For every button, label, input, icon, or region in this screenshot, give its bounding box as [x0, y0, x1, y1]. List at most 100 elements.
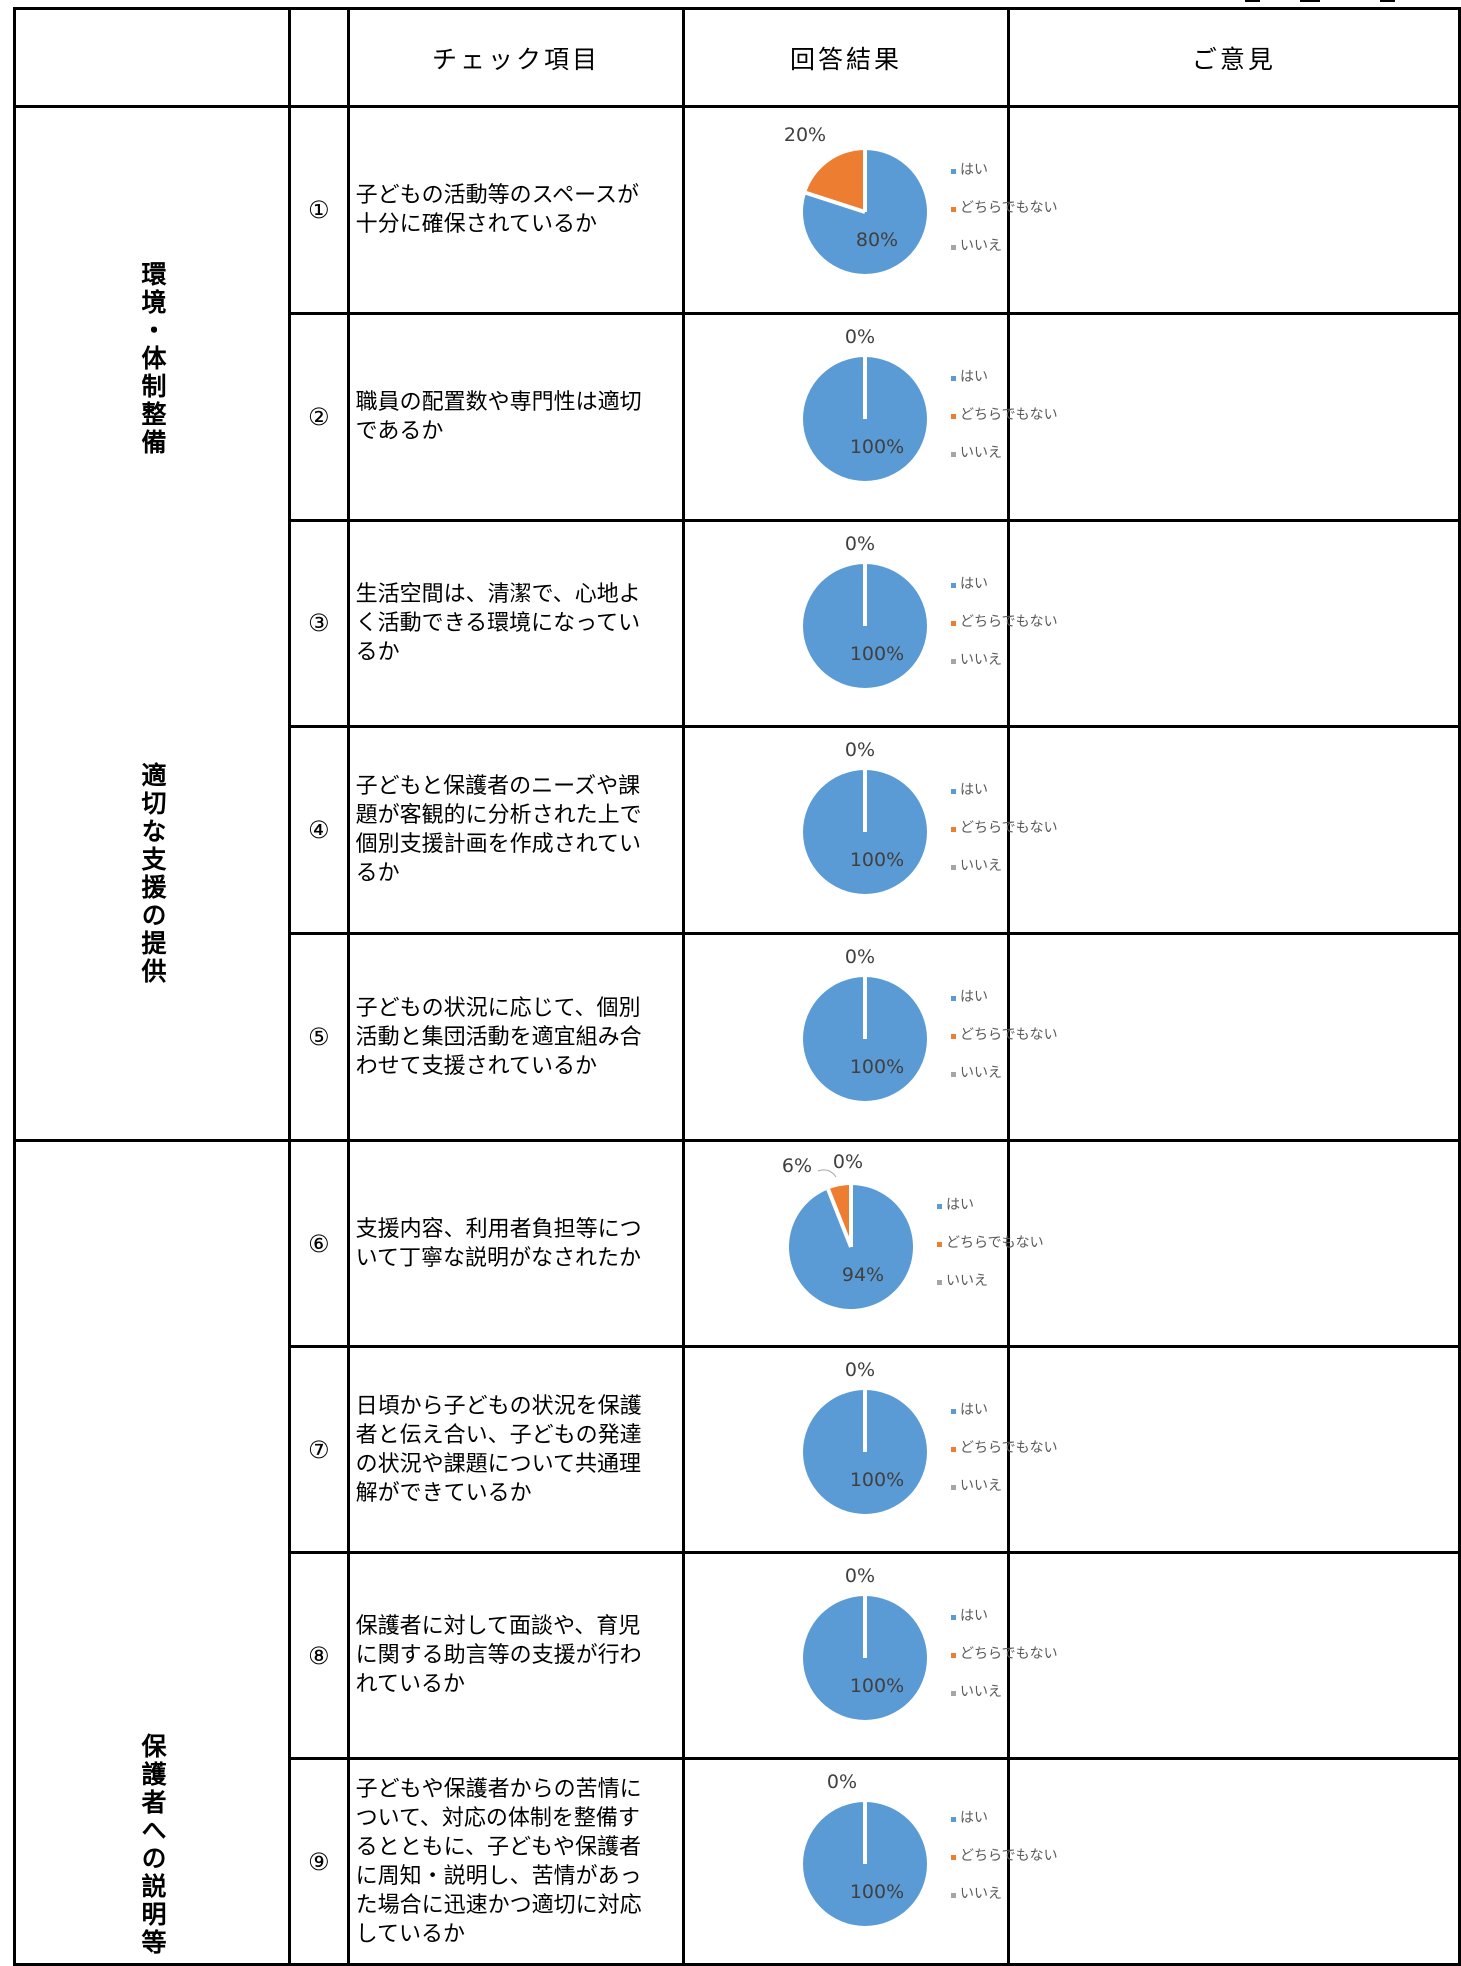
- legend-swatch: [951, 582, 957, 588]
- legend-swatch: [951, 413, 957, 419]
- legend-swatch: [951, 658, 957, 664]
- legend-swatch: [951, 375, 957, 381]
- data-label: 100%: [850, 849, 904, 871]
- data-label: 94%: [842, 1264, 884, 1286]
- category-label: 保護者への説明等: [138, 1733, 167, 1957]
- header-check-item: チェック項目: [346, 7, 686, 108]
- data-label: 0%: [845, 1565, 875, 1587]
- legend-label: いいえ: [960, 1478, 1002, 1494]
- legend-label: いいえ: [946, 1273, 988, 1289]
- table-row: ⑤ 子どもの状況に応じて、個別活動と集団活動を適宜組み合わせて支援されているか …: [15, 932, 1461, 1142]
- category-label: 環境・体制整備: [138, 260, 167, 457]
- data-label: 20%: [784, 124, 826, 146]
- header-result: 回答結果: [682, 7, 1010, 108]
- legend-swatch: [951, 1615, 957, 1620]
- check-item-text: 保護者に対して面談や、育児に関する助言等の支援が行われているか: [346, 1551, 686, 1760]
- data-label: 100%: [850, 1056, 904, 1078]
- data-label: 80%: [856, 229, 898, 251]
- legend-label: いいえ: [960, 652, 1002, 668]
- legend-swatch: [951, 865, 957, 871]
- legend-label: どちらでもない: [960, 1848, 1058, 1864]
- result-chart-cell: 100% 0% はい どちらでもない いいえ: [682, 725, 1058, 936]
- opinion-cell[interactable]: [1006, 1345, 1461, 1554]
- top-border-fragment: [1245, 0, 1260, 2]
- legend-label: どちらでもない: [960, 407, 1058, 423]
- check-item-text: 子どもの活動等のスペースが十分に確保されているか: [346, 105, 686, 315]
- check-item-text: 生活空間は、清潔で、心地よく活動できる環境になっているか: [346, 518, 686, 729]
- data-label: 0%: [833, 1151, 863, 1173]
- check-item-text: 支援内容、利用者負担等について丁寧な説明がなされたか: [346, 1139, 686, 1348]
- check-item-text: 職員の配置数や専門性は適切であるか: [346, 311, 686, 522]
- data-label: 0%: [845, 533, 875, 555]
- opinion-cell[interactable]: [1006, 518, 1461, 729]
- item-number: ①: [288, 105, 350, 315]
- legend-swatch: [951, 1817, 957, 1822]
- legend-swatch: [951, 827, 957, 833]
- legend-label: どちらでもない: [960, 200, 1058, 216]
- item-number: ③: [288, 518, 350, 729]
- header-row: チェック項目 回答結果 ご意見: [13, 7, 1461, 108]
- legend-label: はい: [960, 576, 988, 592]
- slice-separator: [805, 190, 866, 214]
- opinion-cell[interactable]: [1006, 311, 1461, 522]
- table-row: ⑨ 子どもや保護者からの苦情について、対応の体制を整備するとともに、子どもや保護…: [15, 1757, 1461, 1966]
- opinion-cell[interactable]: [1006, 1139, 1461, 1348]
- legend-label: はい: [960, 1402, 988, 1418]
- legend-label: いいえ: [960, 1065, 1002, 1081]
- data-label: 100%: [850, 1675, 904, 1697]
- legend-swatch: [951, 1447, 957, 1452]
- header-opinion: ご意見: [1006, 7, 1461, 108]
- legend-swatch: [951, 1034, 957, 1040]
- legend-swatch: [951, 1855, 957, 1860]
- table-row: ⑧ 保護者に対して面談や、育児に関する助言等の支援が行われているか 100% 0%…: [15, 1551, 1461, 1760]
- legend-swatch: [951, 789, 957, 795]
- legend-swatch: [951, 996, 957, 1002]
- opinion-cell[interactable]: [1006, 932, 1461, 1142]
- legend-swatch: [951, 1893, 957, 1898]
- legend-label: どちらでもない: [960, 1440, 1058, 1456]
- slice-separator: [826, 1188, 854, 1248]
- item-number: ⑦: [288, 1345, 350, 1554]
- data-label: 100%: [850, 436, 904, 458]
- table-row: ③ 生活空間は、清潔で、心地よく活動できる環境になっているか 100% 0% はいど…: [15, 518, 1461, 729]
- legend-label: どちらでもない: [960, 614, 1058, 630]
- category-cell: 環境・体制整備 適切な支援の提供: [13, 105, 291, 1142]
- opinion-cell[interactable]: [1006, 105, 1461, 315]
- result-chart-cell: 100% 0% はい どちらでもない いいえ: [682, 1345, 1058, 1554]
- legend-swatch: [951, 1653, 957, 1658]
- item-number: ⑨: [288, 1757, 350, 1966]
- legend-label: はい: [960, 369, 988, 385]
- header-category-blank: [13, 7, 291, 108]
- check-item-text: 子どもや保護者からの苦情について、対応の体制を整備するとともに、子どもや保護者に…: [346, 1757, 686, 1966]
- data-label: 0%: [845, 946, 875, 968]
- table-row: 環境・体制整備 適切な支援の提供 ① 子どもの活動等のスペースが十分に確保されて…: [13, 105, 1461, 1142]
- legend-label: はい: [960, 989, 988, 1005]
- opinion-cell[interactable]: [1006, 1551, 1461, 1760]
- legend-swatch: [951, 207, 957, 212]
- item-number: ②: [288, 311, 350, 522]
- result-chart-cell: 80% 20% はい どちらでもない いいえ: [682, 105, 1058, 315]
- top-border-fragment: [1300, 0, 1320, 2]
- check-item-text: 子どもと保護者のニーズや課題が客観的に分析された上で個別支援計画を作成されている…: [346, 725, 686, 936]
- legend-label: はい: [946, 1197, 974, 1213]
- category-cell: 保護者への説明等: [13, 1139, 291, 1966]
- legend-label: どちらでもない: [960, 820, 1058, 836]
- result-chart-cell: 100% 0% はいどちらでもない いいえ: [682, 518, 1058, 729]
- header-number-blank: [288, 7, 350, 108]
- data-label: 0%: [827, 1771, 857, 1793]
- item-number: ⑥: [288, 1139, 350, 1348]
- data-label: 100%: [850, 1881, 904, 1903]
- survey-table: チェック項目 回答結果 ご意見 環境・体制整備 適切な支援の提供 ① 子どもの活…: [13, 7, 1461, 1966]
- opinion-cell[interactable]: [1006, 1757, 1461, 1966]
- data-label: 0%: [845, 1359, 875, 1381]
- legend-swatch: [951, 169, 957, 174]
- legend-label: どちらでもない: [960, 1646, 1058, 1662]
- opinion-cell[interactable]: [1006, 725, 1461, 936]
- data-label: 100%: [850, 643, 904, 665]
